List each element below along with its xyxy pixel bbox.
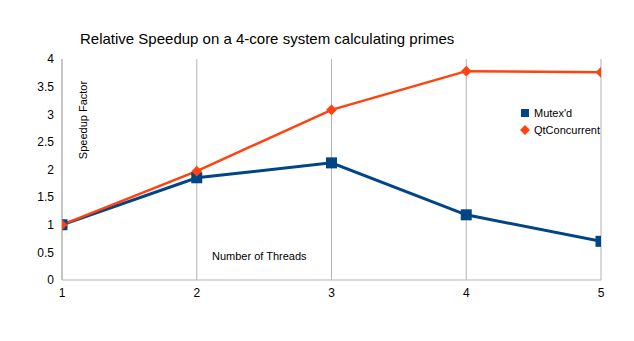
html-text:QtConcurrent: QtConcurrent xyxy=(534,123,600,136)
svg-text:3: 3 xyxy=(47,108,54,122)
svg-text:2.5: 2.5 xyxy=(37,135,54,149)
svg-text:2: 2 xyxy=(47,163,54,177)
svg-text:3.5: 3.5 xyxy=(37,80,54,94)
svg-text:3: 3 xyxy=(328,286,335,300)
svg-text:5: 5 xyxy=(598,286,605,300)
svg-text:2: 2 xyxy=(193,286,200,300)
svg-text:1.5: 1.5 xyxy=(37,190,54,204)
svg-text:0: 0 xyxy=(47,273,54,287)
html-text:Mutex'd: Mutex'd xyxy=(534,106,573,119)
svg-text:0.5: 0.5 xyxy=(37,246,54,260)
html-text:Number of Threads: Number of Threads xyxy=(212,250,307,262)
svg-text:4: 4 xyxy=(47,52,54,66)
svg-text:1: 1 xyxy=(47,218,54,232)
html-text:Relative Speedup on a 4-core s: Relative Speedup on a 4-core system calc… xyxy=(80,30,455,47)
svg-text:4: 4 xyxy=(463,286,470,300)
html-text:Speedup Factor: Speedup Factor xyxy=(77,80,89,160)
svg-text:1: 1 xyxy=(59,286,66,300)
